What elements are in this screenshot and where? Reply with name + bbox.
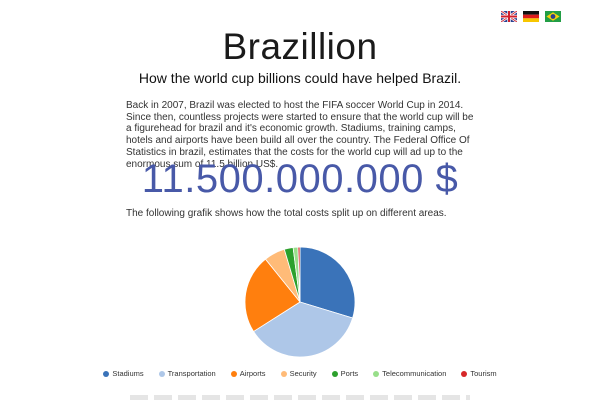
chart-caption: The following grafik shows how the total…	[126, 208, 447, 219]
pie-slice-tourism[interactable]	[297, 246, 301, 303]
uk-flag-icon[interactable]	[501, 11, 517, 22]
intro-paragraph: Back in 2007, Brazil was elected to host…	[126, 100, 474, 170]
legend-item-ports[interactable]: Ports	[331, 369, 359, 378]
legend-label: Tourism	[470, 369, 497, 378]
legend-item-tourism[interactable]: Tourism	[461, 369, 497, 378]
legend-item-airports[interactable]: Airports	[230, 369, 266, 378]
legend-label: Airports	[239, 369, 266, 378]
legend-label: Ports	[340, 369, 359, 378]
cost-pie-chart	[244, 246, 356, 358]
legend-label: Security	[289, 369, 317, 378]
legend-dot-icon	[331, 370, 338, 377]
legend-dot-icon	[103, 370, 110, 377]
legend-dot-icon	[230, 370, 237, 377]
legend-label: Stadiums	[112, 369, 144, 378]
legend-label: Transportation	[167, 369, 216, 378]
cut-off-text	[130, 395, 470, 400]
pie-slice-stadiums[interactable]	[299, 246, 356, 319]
brazil-flag-icon[interactable]	[545, 11, 561, 22]
total-cost-amount: 11.500.000.000 $	[141, 157, 459, 201]
legend-dot-icon	[461, 370, 468, 377]
pie-slice-airports[interactable]	[244, 258, 301, 333]
page-subtitle: How the world cup billions could have he…	[138, 70, 462, 86]
chart-legend: Stadiums Transportation Airports Security Po…	[0, 369, 600, 378]
legend-item-telecommunication[interactable]: Telecommunication	[373, 369, 446, 378]
legend-item-security[interactable]: Security	[280, 369, 317, 378]
language-switcher	[501, 11, 561, 22]
germany-flag-icon[interactable]	[523, 11, 539, 22]
page-title: Brazillion	[222, 26, 378, 67]
legend-item-transportation[interactable]: Transportation	[158, 369, 216, 378]
legend-dot-icon	[373, 370, 380, 377]
legend-item-stadiums[interactable]: Stadiums	[103, 369, 144, 378]
pie-slice-transportation[interactable]	[253, 301, 354, 358]
legend-label: Telecommunication	[382, 369, 447, 378]
legend-dot-icon	[280, 370, 287, 377]
legend-dot-icon	[158, 370, 165, 377]
